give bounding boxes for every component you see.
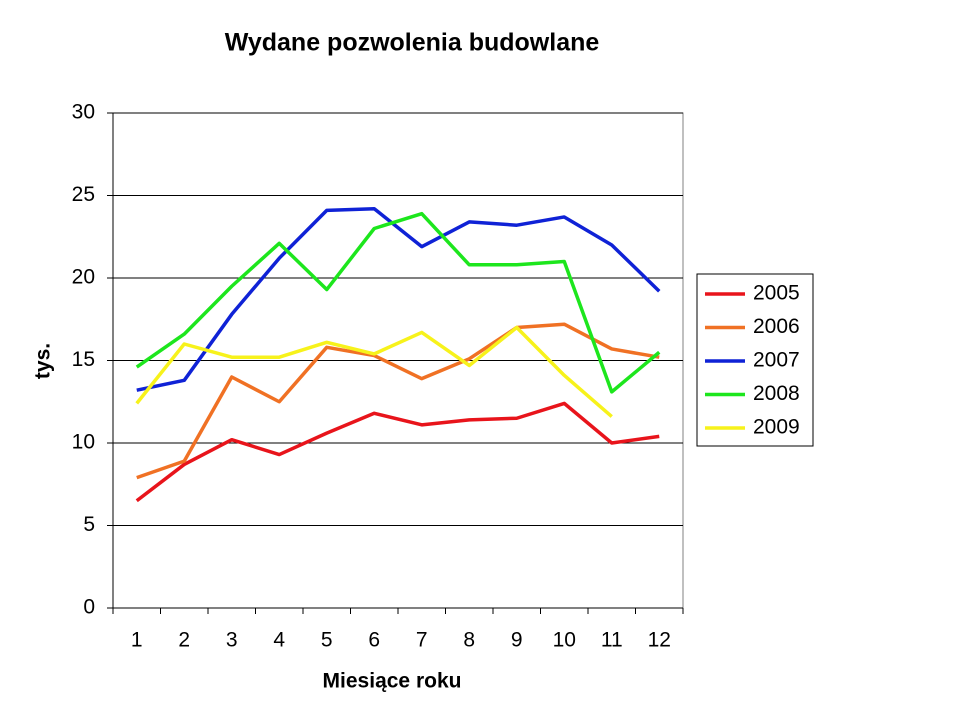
legend-label: 2006	[753, 315, 800, 338]
x-tick-label: 2	[178, 629, 190, 652]
series-line	[136, 322, 660, 480]
chart-title: Wydane pozwolenia budowlane	[225, 29, 600, 57]
legend-label: 2007	[753, 349, 800, 372]
legend-label: 2005	[753, 282, 800, 305]
x-tick-label: 9	[511, 629, 523, 652]
x-tick-label: 1	[131, 629, 143, 652]
x-tick-label: 11	[601, 629, 623, 652]
y-tick-label: 5	[83, 513, 95, 536]
y-tick-label: 0	[83, 596, 95, 619]
x-tick-label: 4	[273, 629, 285, 652]
series-line	[136, 206, 661, 392]
legend-label: 2009	[753, 416, 800, 439]
x-tick-label: 7	[416, 629, 428, 652]
legend-label: 2008	[753, 382, 800, 405]
series-line	[135, 325, 613, 418]
y-tick-label: 30	[72, 101, 95, 124]
x-tick-label: 3	[226, 629, 238, 652]
y-tick-label: 10	[72, 431, 95, 454]
x-tick-label: 12	[648, 629, 671, 652]
x-tick-label: 8	[463, 629, 475, 652]
y-tick-label: 15	[72, 348, 95, 371]
series-line	[135, 211, 661, 394]
series-line	[135, 401, 660, 503]
x-tick-label: 10	[553, 629, 576, 652]
x-axis-label: Miesiące roku	[323, 670, 462, 693]
y-tick-label: 20	[72, 266, 95, 289]
y-axis-label: tys.	[32, 343, 55, 379]
y-tick-label: 25	[72, 183, 95, 206]
x-tick-label: 6	[368, 629, 380, 652]
x-tick-label: 5	[321, 629, 333, 652]
